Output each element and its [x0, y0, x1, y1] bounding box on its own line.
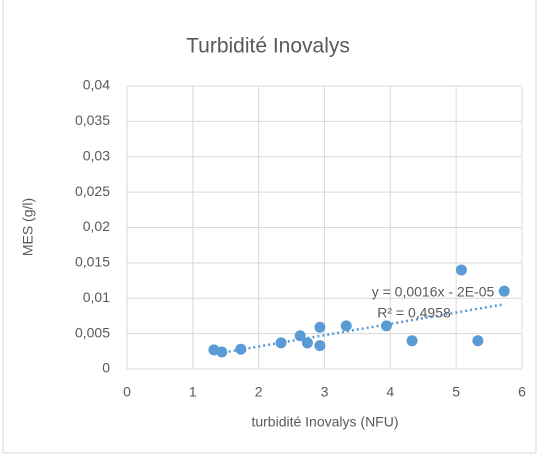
point [314, 321, 326, 333]
point [455, 264, 467, 276]
y-tick-label: 0,015 [75, 254, 110, 270]
x-tick-label: 1 [189, 384, 197, 400]
x-tick-label: 5 [452, 384, 460, 400]
point [340, 320, 352, 332]
y-tick-label: 0 [102, 360, 110, 376]
trendline-r2: R² = 0,4958 [377, 305, 451, 321]
x-tick-label: 6 [518, 384, 526, 400]
point [294, 330, 306, 342]
point [301, 337, 313, 349]
point [275, 337, 287, 349]
trendline-equation: y = 0,0016x - 2E-05 [372, 284, 495, 300]
x-axis-label: turbidité Inovalys (NFU) [251, 414, 398, 430]
point [498, 285, 510, 297]
x-tick-label: 2 [255, 384, 263, 400]
y-tick-label: 0,005 [75, 324, 110, 340]
y-tick-label: 0,01 [83, 289, 110, 305]
y-tick-label: 0,035 [75, 112, 110, 128]
y-axis-label: MES (g/l) [20, 198, 36, 256]
y-tick-label: 0,02 [83, 218, 110, 234]
point [235, 343, 247, 355]
trendline [213, 303, 505, 356]
y-tick-label: 0,04 [83, 77, 110, 93]
x-tick-label: 0 [123, 384, 131, 400]
point [406, 335, 418, 347]
point [472, 335, 484, 347]
y-tick-label: 0,03 [83, 147, 110, 163]
y-tick-label: 0,025 [75, 183, 110, 199]
x-tick-label: 4 [386, 384, 394, 400]
point [314, 340, 326, 352]
point [380, 320, 392, 332]
x-tick-label: 3 [321, 384, 329, 400]
point [216, 346, 228, 358]
chart-title: Turbidité Inovalys [186, 35, 350, 58]
